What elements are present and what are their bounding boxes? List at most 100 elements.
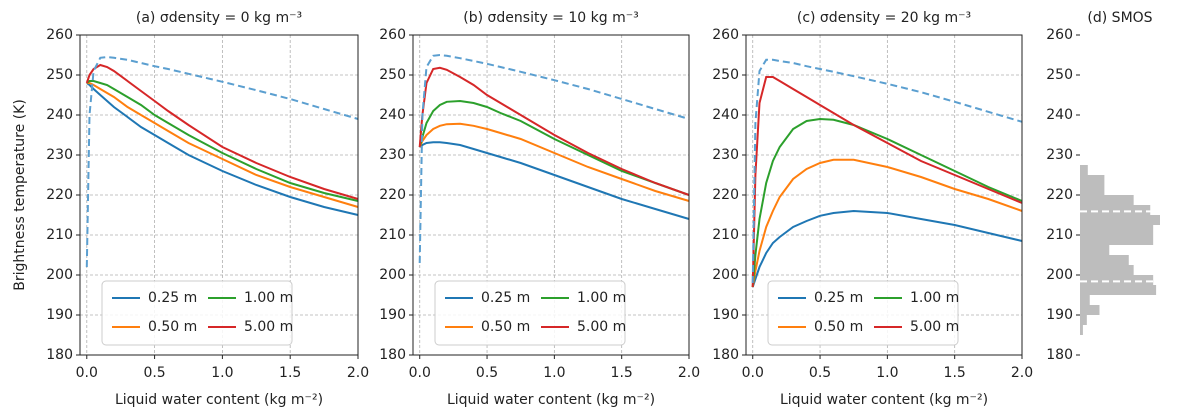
histogram-bar [1080,305,1100,315]
histogram-bar [1080,165,1088,175]
y-tick-label: 250 [1046,67,1073,83]
series-line [85,55,359,268]
legend-label: 0.25 m [814,290,863,306]
series-line [418,99,690,196]
series-line [751,76,1023,288]
legend-label: 1.00 m [577,290,626,306]
y-tick-label: 210 [46,227,73,243]
histogram-bar [1080,215,1160,225]
x-tick-label: 0.0 [76,365,98,381]
x-tick-label: 0.0 [409,365,431,381]
histogram-bar [1080,315,1087,325]
x-tick-label: 2.0 [347,365,369,381]
y-tick-label: 240 [46,107,73,123]
x-tick-label: 0.0 [742,365,764,381]
series-line [86,82,359,208]
y-tick-label: 230 [712,147,739,163]
histogram-bar [1080,275,1154,285]
y-tick-label: 210 [1046,227,1073,243]
series-line [751,158,1023,288]
y-tick-label: 230 [1046,147,1073,163]
y-tick-label: 180 [1046,347,1073,363]
legend-box [101,280,293,346]
legend-label: 5.00 m [910,319,959,335]
legend-label: 0.50 m [481,319,530,335]
histogram-bar [1080,175,1105,185]
y-tick-label: 260 [46,27,73,43]
histogram-bar [1080,185,1105,195]
panel-title: (a) σdensity = 0 kg m⁻³ [136,10,302,26]
histogram-bar [1080,285,1157,295]
legend-label: 0.50 m [148,319,197,335]
legend-label: 0.25 m [148,290,197,306]
histogram-bar [1080,255,1129,265]
plot-frame [412,34,690,356]
legend-box [767,280,959,346]
x-tick-label: 1.0 [211,365,233,381]
y-tick-label: 200 [1046,267,1073,283]
y-tick-label: 180 [712,347,739,363]
histogram-bar [1080,265,1134,275]
series-line [751,117,1023,288]
y-tick-label: 220 [712,187,739,203]
y-tick-label: 250 [379,67,406,83]
x-axis-label: Liquid water content (kg m⁻²) [115,392,323,408]
legend-label: 5.00 m [577,319,626,335]
histogram-bar [1080,235,1154,245]
histogram-bar [1080,205,1151,215]
panel-title: (c) σdensity = 20 kg m⁻³ [797,10,971,26]
histogram-bar [1080,295,1090,305]
series-line [86,80,359,202]
histogram-bar [1080,245,1110,255]
legend-box [434,280,626,346]
y-tick-label: 190 [1046,307,1073,323]
y-tick-label: 210 [712,227,739,243]
y-tick-label: 200 [46,267,73,283]
series-line [86,82,359,216]
x-tick-label: 0.5 [476,365,498,381]
y-tick-label: 260 [1046,27,1073,43]
panel-title: (b) σdensity = 10 kg m⁻³ [463,10,638,26]
y-tick-label: 220 [1046,187,1073,203]
y-tick-label: 200 [379,267,406,283]
legend-label: 1.00 m [244,290,293,306]
x-tick-label: 2.0 [1011,365,1033,381]
series-line [419,141,690,220]
plot-frame [79,34,359,356]
legend-label: 0.25 m [481,290,530,306]
x-tick-label: 0.5 [143,365,165,381]
histogram-bar [1080,225,1154,235]
x-tick-label: 1.5 [611,365,633,381]
y-tick-label: 180 [379,347,406,363]
y-tick-label: 210 [379,227,406,243]
series-line [751,209,1023,288]
legend-label: 0.50 m [814,319,863,335]
series-line [751,58,1023,284]
panel-title: (d) SMOS [1087,10,1152,26]
y-tick-label: 180 [46,347,73,363]
series-line [418,122,690,202]
histogram-bar [1080,195,1134,205]
y-tick-label: 250 [46,67,73,83]
plot-frame [745,34,1023,356]
x-axis-label: Liquid water content (kg m⁻²) [447,392,655,408]
x-tick-label: 1.5 [944,365,966,381]
y-tick-label: 190 [712,307,739,323]
y-tick-label: 240 [1046,107,1073,123]
y-tick-label: 190 [379,307,406,323]
y-axis-label: Brightness temperature (K) [12,99,28,291]
x-tick-label: 1.0 [876,365,898,381]
x-tick-label: 0.5 [809,365,831,381]
y-tick-label: 220 [46,187,73,203]
y-tick-label: 190 [46,307,73,323]
series-line [418,66,690,196]
y-tick-label: 230 [46,147,73,163]
series-line [85,63,359,200]
x-axis-label: Liquid water content (kg m⁻²) [780,392,988,408]
y-tick-label: 260 [379,27,406,43]
y-tick-label: 260 [712,27,739,43]
x-tick-label: 2.0 [678,365,700,381]
y-tick-label: 250 [712,67,739,83]
y-tick-label: 200 [712,267,739,283]
